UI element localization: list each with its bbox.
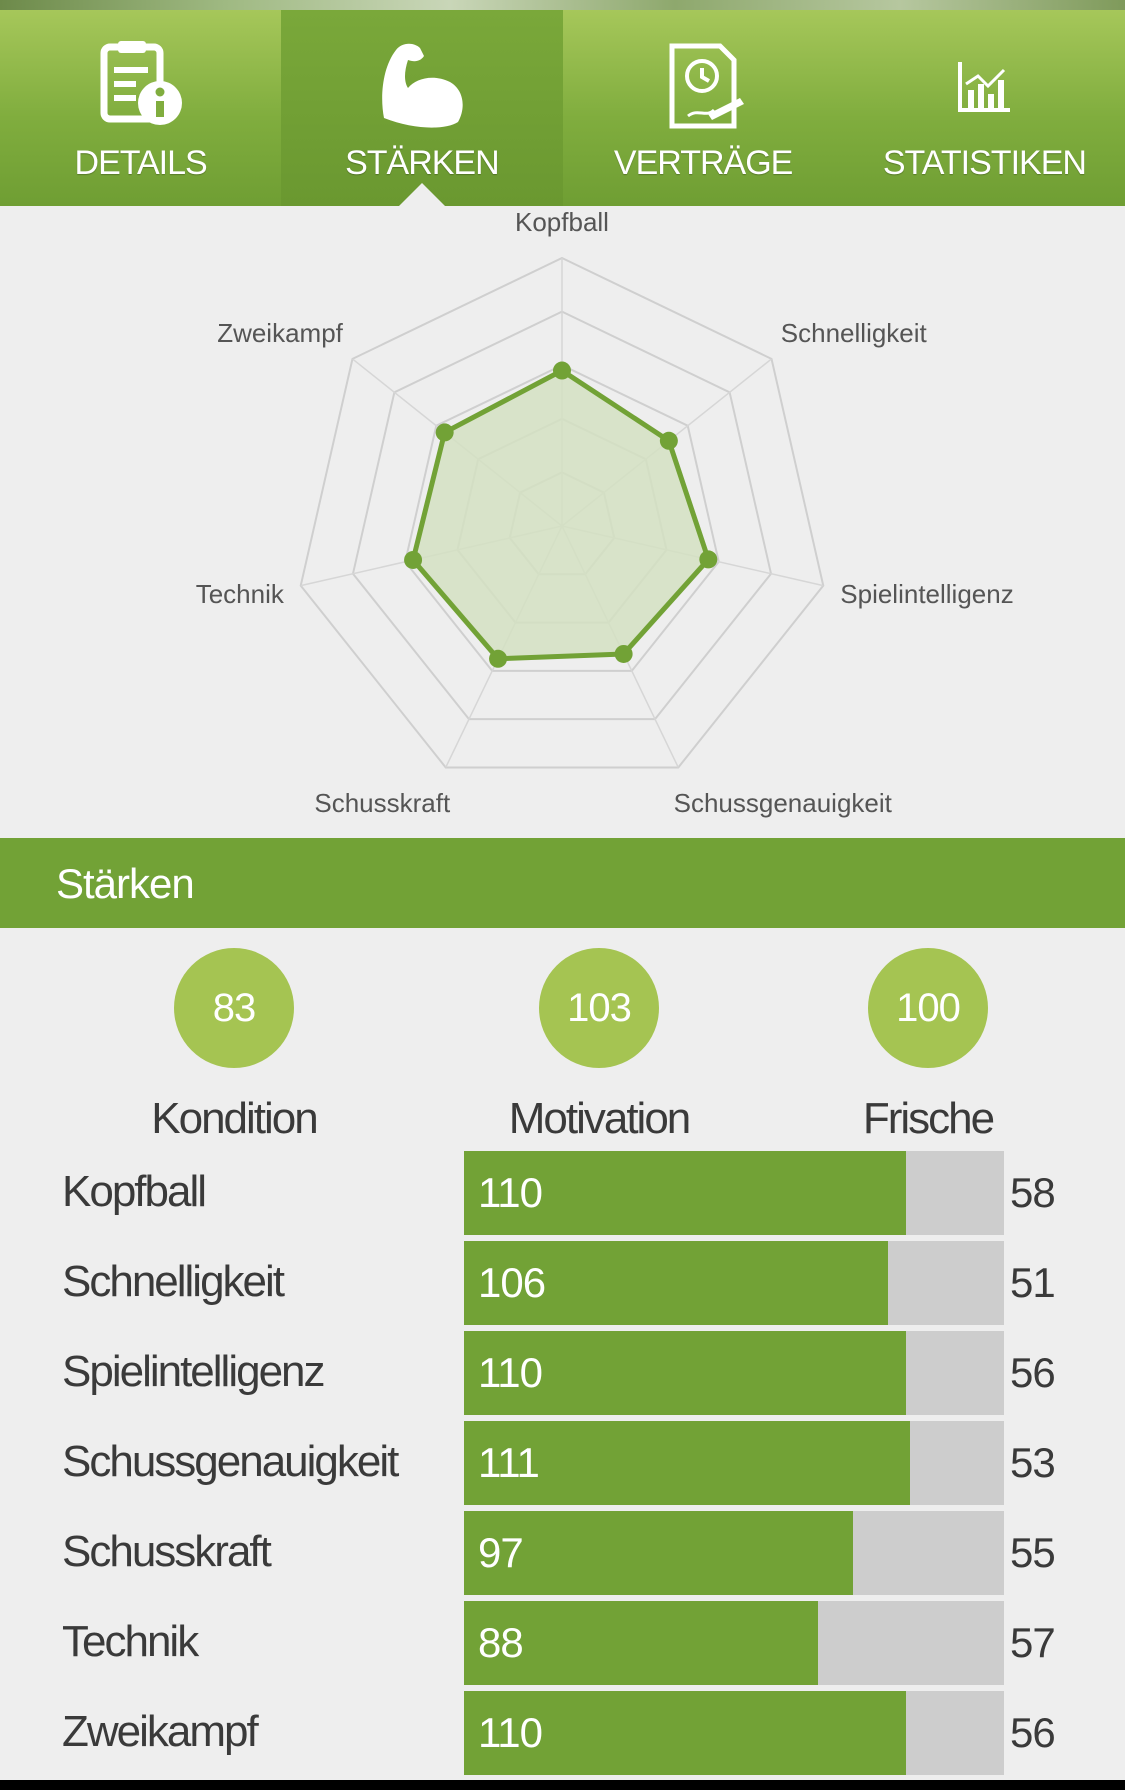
stat-bar-track: 106: [464, 1241, 1004, 1325]
stat-bar-fill: [464, 1241, 888, 1325]
summary-kondition: 83 Kondition: [84, 948, 384, 1144]
stat-name: Technik: [62, 1617, 199, 1666]
radar-grid-ring: [351, 310, 773, 721]
section-title: Stärken: [56, 860, 195, 907]
tab-statistiken[interactable]: STATISTIKEN: [844, 10, 1125, 206]
radar-axis-label: Zweikampf: [217, 318, 343, 349]
active-tab-pointer: [397, 183, 446, 207]
document-info-icon: [86, 36, 196, 136]
stat-bar-fill: [464, 1691, 906, 1775]
stat-row-kopfball: Kopfball 110 58: [0, 1151, 1125, 1235]
radar-chart-svg: [299, 256, 825, 769]
tab-bar: DETAILS STÄRKEN VERTRÄGE: [0, 10, 1125, 207]
radar-axis-label: Spielintelligenz: [840, 579, 1014, 610]
contract-clock-icon: [648, 36, 758, 136]
radar-chart: Kopfball Schnelligkeit Spielintelligenz Sch…: [0, 206, 1125, 838]
stat-side-value: 56: [1010, 1709, 1056, 1756]
radar-data-point: [435, 423, 454, 442]
stat-side-value: 53: [1010, 1439, 1056, 1486]
tab-label: VERTRÄGE: [613, 144, 793, 182]
stat-name: Kopfball: [62, 1167, 207, 1216]
radar-grid-ring: [299, 256, 825, 769]
stat-name: Schnelligkeit: [62, 1257, 285, 1306]
radar-series-area: [410, 368, 711, 662]
radar-grid-ring: [404, 364, 720, 672]
stat-bar-fill: [464, 1421, 910, 1505]
section-header: Stärken: [0, 838, 1125, 928]
radar-axis-label: Technik: [195, 579, 284, 610]
stat-row-zweikampf: Zweikampf 110 56: [0, 1691, 1125, 1775]
tab-staerken[interactable]: STÄRKEN: [281, 10, 563, 207]
stat-row-spielintelligenz: Spielintelligenz 110 56: [0, 1331, 1125, 1415]
stat-side-value: 57: [1010, 1619, 1056, 1666]
stat-row-schnelligkeit: Schnelligkeit 106 51: [0, 1241, 1125, 1325]
stat-bar-value: 110: [478, 1709, 543, 1756]
radar-axis-label: Schnelligkeit: [780, 318, 927, 349]
stat-bar-track: 97: [464, 1511, 1004, 1595]
stat-bar-value: 110: [478, 1349, 543, 1396]
motivation-circle: 103: [539, 948, 659, 1068]
stat-bar-value: 97: [478, 1529, 524, 1576]
stat-side-value: 51: [1010, 1259, 1056, 1306]
radar-data-point: [699, 550, 718, 569]
stat-bar-value: 106: [478, 1259, 546, 1306]
stat-bar-track: 110: [464, 1331, 1004, 1415]
stat-name: Spielintelligenz: [62, 1347, 326, 1396]
stat-bar-fill: [464, 1511, 853, 1595]
stat-side-value: 55: [1010, 1529, 1056, 1576]
stat-row-technik: Technik 88 57: [0, 1601, 1125, 1685]
kondition-circle: 83: [174, 948, 294, 1068]
stat-bar-track: 110: [464, 1691, 1004, 1775]
stat-side-value: 56: [1010, 1349, 1056, 1396]
summary-frische: 100 Frische: [778, 948, 1078, 1144]
tab-label: STATISTIKEN: [882, 144, 1087, 182]
stat-bar-value: 88: [478, 1619, 524, 1666]
frische-circle: 100: [868, 948, 988, 1068]
radar-data-point: [404, 550, 423, 569]
stat-name: Schusskraft: [62, 1527, 272, 1576]
stat-bar-fill: [464, 1151, 906, 1235]
radar-data-point: [553, 361, 571, 380]
radar-axis-label: Schussgenauigkeit: [673, 787, 892, 818]
stat-name: Schussgenauigkeit: [62, 1437, 399, 1486]
stat-bar-fill: [464, 1331, 906, 1415]
summary-motivation: 103 Motivation: [449, 948, 749, 1144]
header-photo-strip: [0, 0, 1125, 10]
stat-row-schusskraft: Schusskraft 97 55: [0, 1511, 1125, 1595]
kondition-label: Kondition: [151, 1094, 318, 1143]
radar-data-point: [614, 644, 633, 663]
tab-vertraege[interactable]: VERTRÄGE: [563, 10, 844, 206]
tab-details[interactable]: DETAILS: [0, 10, 281, 206]
stat-bar-value: 110: [478, 1169, 543, 1216]
motivation-label: Motivation: [508, 1094, 692, 1143]
stat-bar-track: 88: [464, 1601, 1004, 1685]
bar-chart-icon: [929, 36, 1039, 136]
stat-bar-fill: [464, 1601, 818, 1685]
bottom-edge: [0, 1780, 1125, 1790]
stat-bar-track: 111: [464, 1421, 1004, 1505]
tab-label: STÄRKEN: [345, 144, 500, 182]
stat-side-value: 58: [1010, 1169, 1056, 1216]
stat-bar-track: 110: [464, 1151, 1004, 1235]
flexed-arm-icon: [367, 36, 477, 136]
stat-bar-value: 111: [478, 1439, 540, 1486]
radar-data-point: [489, 649, 508, 668]
stat-name: Zweikampf: [62, 1707, 259, 1756]
frische-label: Frische: [862, 1094, 995, 1143]
radar-axis-label: Kopfball: [515, 206, 609, 237]
tab-label: DETAILS: [74, 144, 208, 182]
radar-axis-label: Schusskraft: [314, 787, 451, 818]
stat-row-schussgenauigkeit: Schussgenauigkeit 111 53: [0, 1421, 1125, 1505]
radar-data-point: [659, 431, 678, 450]
